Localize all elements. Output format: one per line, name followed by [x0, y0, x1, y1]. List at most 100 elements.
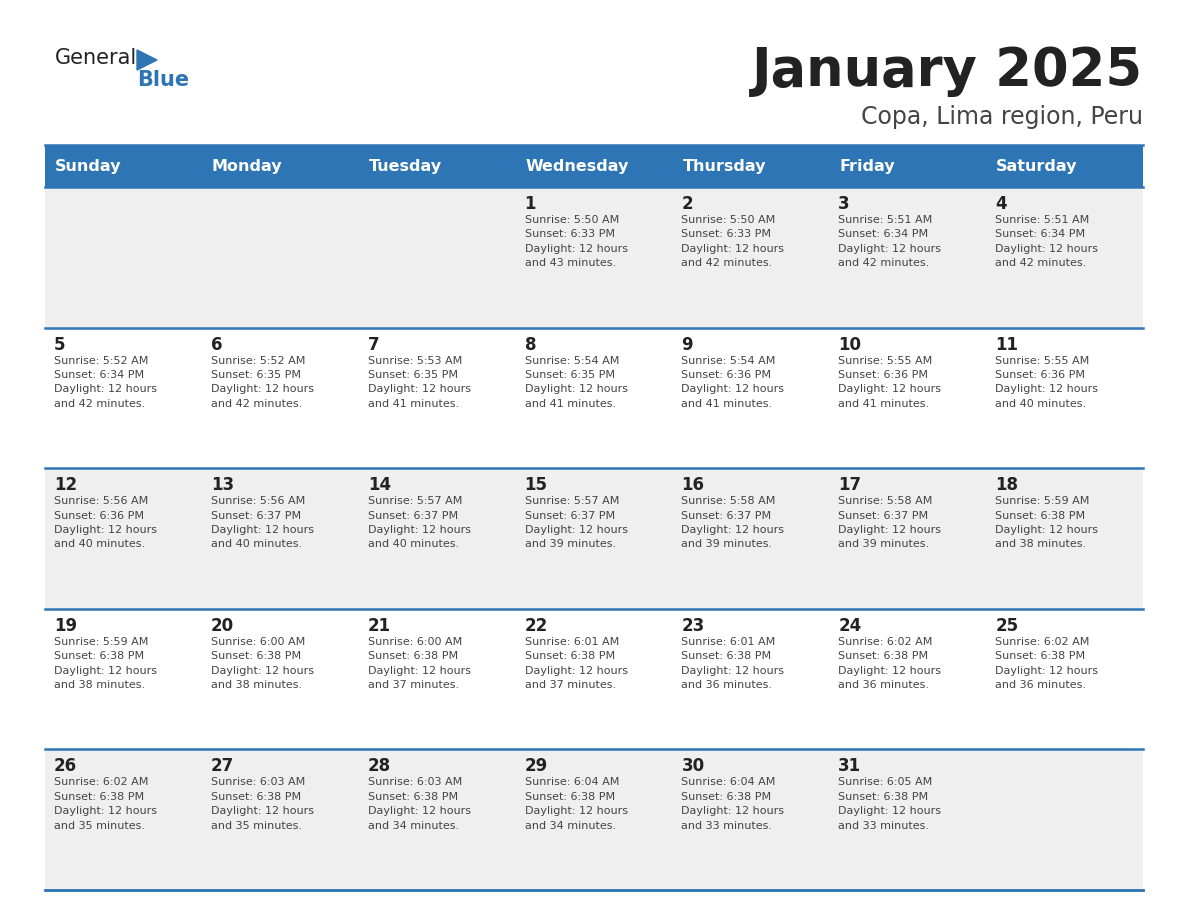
Text: Sunrise: 5:56 AM
Sunset: 6:36 PM
Daylight: 12 hours
and 40 minutes.: Sunrise: 5:56 AM Sunset: 6:36 PM Dayligh… — [53, 497, 157, 549]
Text: Sunrise: 5:57 AM
Sunset: 6:37 PM
Daylight: 12 hours
and 40 minutes.: Sunrise: 5:57 AM Sunset: 6:37 PM Dayligh… — [368, 497, 470, 549]
Text: Sunrise: 5:53 AM
Sunset: 6:35 PM
Daylight: 12 hours
and 41 minutes.: Sunrise: 5:53 AM Sunset: 6:35 PM Dayligh… — [368, 355, 470, 409]
FancyBboxPatch shape — [45, 328, 202, 468]
Text: Wednesday: Wednesday — [525, 159, 628, 174]
FancyBboxPatch shape — [672, 468, 829, 609]
FancyBboxPatch shape — [516, 328, 672, 468]
FancyBboxPatch shape — [829, 609, 986, 749]
FancyBboxPatch shape — [672, 187, 829, 328]
Text: 12: 12 — [53, 476, 77, 494]
Text: Sunrise: 5:55 AM
Sunset: 6:36 PM
Daylight: 12 hours
and 41 minutes.: Sunrise: 5:55 AM Sunset: 6:36 PM Dayligh… — [839, 355, 941, 409]
FancyBboxPatch shape — [986, 468, 1143, 609]
Text: 18: 18 — [996, 476, 1018, 494]
FancyBboxPatch shape — [986, 187, 1143, 328]
Text: Sunrise: 5:59 AM
Sunset: 6:38 PM
Daylight: 12 hours
and 38 minutes.: Sunrise: 5:59 AM Sunset: 6:38 PM Dayligh… — [996, 497, 1098, 549]
Text: Sunrise: 5:57 AM
Sunset: 6:37 PM
Daylight: 12 hours
and 39 minutes.: Sunrise: 5:57 AM Sunset: 6:37 PM Dayligh… — [525, 497, 627, 549]
Text: 17: 17 — [839, 476, 861, 494]
FancyBboxPatch shape — [516, 749, 672, 890]
FancyBboxPatch shape — [986, 328, 1143, 468]
Text: 9: 9 — [682, 336, 693, 353]
FancyBboxPatch shape — [202, 468, 359, 609]
Text: Sunrise: 6:02 AM
Sunset: 6:38 PM
Daylight: 12 hours
and 36 minutes.: Sunrise: 6:02 AM Sunset: 6:38 PM Dayligh… — [839, 637, 941, 690]
FancyBboxPatch shape — [672, 749, 829, 890]
Text: 6: 6 — [210, 336, 222, 353]
FancyBboxPatch shape — [359, 328, 516, 468]
Text: 22: 22 — [525, 617, 548, 635]
FancyBboxPatch shape — [516, 187, 672, 328]
Text: Sunrise: 5:52 AM
Sunset: 6:35 PM
Daylight: 12 hours
and 42 minutes.: Sunrise: 5:52 AM Sunset: 6:35 PM Dayligh… — [210, 355, 314, 409]
Text: 25: 25 — [996, 617, 1018, 635]
FancyBboxPatch shape — [45, 609, 202, 749]
Text: 29: 29 — [525, 757, 548, 776]
Text: 16: 16 — [682, 476, 704, 494]
Text: Sunrise: 5:56 AM
Sunset: 6:37 PM
Daylight: 12 hours
and 40 minutes.: Sunrise: 5:56 AM Sunset: 6:37 PM Dayligh… — [210, 497, 314, 549]
Text: Sunrise: 5:55 AM
Sunset: 6:36 PM
Daylight: 12 hours
and 40 minutes.: Sunrise: 5:55 AM Sunset: 6:36 PM Dayligh… — [996, 355, 1098, 409]
Text: 11: 11 — [996, 336, 1018, 353]
Text: Sunrise: 5:58 AM
Sunset: 6:37 PM
Daylight: 12 hours
and 39 minutes.: Sunrise: 5:58 AM Sunset: 6:37 PM Dayligh… — [682, 497, 784, 549]
Text: 13: 13 — [210, 476, 234, 494]
Text: Blue: Blue — [137, 70, 189, 90]
Text: Sunrise: 6:03 AM
Sunset: 6:38 PM
Daylight: 12 hours
and 35 minutes.: Sunrise: 6:03 AM Sunset: 6:38 PM Dayligh… — [210, 778, 314, 831]
Text: 5: 5 — [53, 336, 65, 353]
Text: 14: 14 — [368, 476, 391, 494]
FancyBboxPatch shape — [202, 609, 359, 749]
Text: 15: 15 — [525, 476, 548, 494]
Polygon shape — [137, 50, 157, 70]
Text: Copa, Lima region, Peru: Copa, Lima region, Peru — [861, 105, 1143, 129]
Text: 10: 10 — [839, 336, 861, 353]
FancyBboxPatch shape — [359, 609, 516, 749]
Text: 23: 23 — [682, 617, 704, 635]
Text: Sunrise: 5:51 AM
Sunset: 6:34 PM
Daylight: 12 hours
and 42 minutes.: Sunrise: 5:51 AM Sunset: 6:34 PM Dayligh… — [839, 215, 941, 268]
FancyBboxPatch shape — [359, 468, 516, 609]
FancyBboxPatch shape — [516, 609, 672, 749]
Text: 26: 26 — [53, 757, 77, 776]
Text: 28: 28 — [368, 757, 391, 776]
Text: 21: 21 — [368, 617, 391, 635]
Text: 8: 8 — [525, 336, 536, 353]
FancyBboxPatch shape — [45, 187, 202, 328]
Text: Sunrise: 5:50 AM
Sunset: 6:33 PM
Daylight: 12 hours
and 42 minutes.: Sunrise: 5:50 AM Sunset: 6:33 PM Dayligh… — [682, 215, 784, 268]
Text: 3: 3 — [839, 195, 849, 213]
FancyBboxPatch shape — [829, 468, 986, 609]
Text: General: General — [55, 48, 138, 68]
Text: 30: 30 — [682, 757, 704, 776]
FancyBboxPatch shape — [986, 609, 1143, 749]
Text: Sunrise: 5:54 AM
Sunset: 6:36 PM
Daylight: 12 hours
and 41 minutes.: Sunrise: 5:54 AM Sunset: 6:36 PM Dayligh… — [682, 355, 784, 409]
Text: Sunrise: 6:00 AM
Sunset: 6:38 PM
Daylight: 12 hours
and 38 minutes.: Sunrise: 6:00 AM Sunset: 6:38 PM Dayligh… — [210, 637, 314, 690]
Text: Sunrise: 6:04 AM
Sunset: 6:38 PM
Daylight: 12 hours
and 34 minutes.: Sunrise: 6:04 AM Sunset: 6:38 PM Dayligh… — [525, 778, 627, 831]
Text: Sunrise: 6:04 AM
Sunset: 6:38 PM
Daylight: 12 hours
and 33 minutes.: Sunrise: 6:04 AM Sunset: 6:38 PM Dayligh… — [682, 778, 784, 831]
FancyBboxPatch shape — [829, 328, 986, 468]
Text: 1: 1 — [525, 195, 536, 213]
FancyBboxPatch shape — [672, 609, 829, 749]
Text: Sunrise: 5:58 AM
Sunset: 6:37 PM
Daylight: 12 hours
and 39 minutes.: Sunrise: 5:58 AM Sunset: 6:37 PM Dayligh… — [839, 497, 941, 549]
Text: 7: 7 — [368, 336, 379, 353]
Text: Sunrise: 6:03 AM
Sunset: 6:38 PM
Daylight: 12 hours
and 34 minutes.: Sunrise: 6:03 AM Sunset: 6:38 PM Dayligh… — [368, 778, 470, 831]
Text: 2: 2 — [682, 195, 693, 213]
Text: Sunrise: 5:50 AM
Sunset: 6:33 PM
Daylight: 12 hours
and 43 minutes.: Sunrise: 5:50 AM Sunset: 6:33 PM Dayligh… — [525, 215, 627, 268]
Text: 27: 27 — [210, 757, 234, 776]
Text: Tuesday: Tuesday — [368, 159, 442, 174]
FancyBboxPatch shape — [359, 749, 516, 890]
FancyBboxPatch shape — [829, 749, 986, 890]
FancyBboxPatch shape — [45, 468, 202, 609]
Text: Monday: Monday — [211, 159, 283, 174]
Text: Thursday: Thursday — [682, 159, 766, 174]
FancyBboxPatch shape — [672, 328, 829, 468]
FancyBboxPatch shape — [986, 749, 1143, 890]
Text: Sunrise: 6:01 AM
Sunset: 6:38 PM
Daylight: 12 hours
and 37 minutes.: Sunrise: 6:01 AM Sunset: 6:38 PM Dayligh… — [525, 637, 627, 690]
Text: Saturday: Saturday — [997, 159, 1078, 174]
Text: Sunrise: 6:02 AM
Sunset: 6:38 PM
Daylight: 12 hours
and 36 minutes.: Sunrise: 6:02 AM Sunset: 6:38 PM Dayligh… — [996, 637, 1098, 690]
FancyBboxPatch shape — [45, 749, 202, 890]
FancyBboxPatch shape — [202, 328, 359, 468]
FancyBboxPatch shape — [202, 749, 359, 890]
Text: 19: 19 — [53, 617, 77, 635]
Text: Sunrise: 6:01 AM
Sunset: 6:38 PM
Daylight: 12 hours
and 36 minutes.: Sunrise: 6:01 AM Sunset: 6:38 PM Dayligh… — [682, 637, 784, 690]
Text: Sunrise: 5:59 AM
Sunset: 6:38 PM
Daylight: 12 hours
and 38 minutes.: Sunrise: 5:59 AM Sunset: 6:38 PM Dayligh… — [53, 637, 157, 690]
Text: January 2025: January 2025 — [752, 45, 1143, 97]
FancyBboxPatch shape — [829, 187, 986, 328]
FancyBboxPatch shape — [516, 468, 672, 609]
Text: Sunrise: 5:51 AM
Sunset: 6:34 PM
Daylight: 12 hours
and 42 minutes.: Sunrise: 5:51 AM Sunset: 6:34 PM Dayligh… — [996, 215, 1098, 268]
FancyBboxPatch shape — [202, 187, 359, 328]
FancyBboxPatch shape — [359, 187, 516, 328]
Text: Sunrise: 5:52 AM
Sunset: 6:34 PM
Daylight: 12 hours
and 42 minutes.: Sunrise: 5:52 AM Sunset: 6:34 PM Dayligh… — [53, 355, 157, 409]
Text: 24: 24 — [839, 617, 861, 635]
